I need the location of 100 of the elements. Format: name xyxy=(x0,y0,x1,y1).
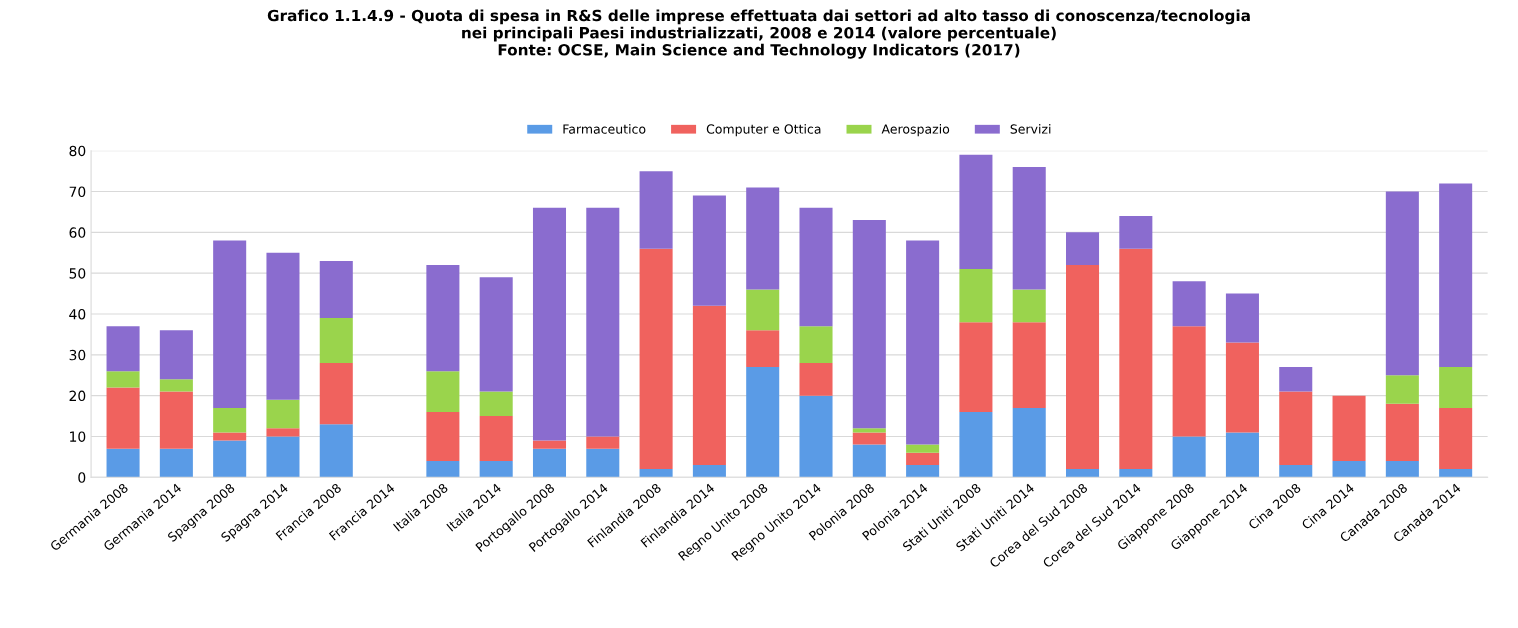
bar xyxy=(1119,248,1153,470)
bar xyxy=(799,326,833,363)
bar xyxy=(159,391,193,449)
bar xyxy=(1012,167,1046,290)
bar xyxy=(319,362,353,425)
bar xyxy=(426,371,460,412)
bar xyxy=(1332,460,1366,478)
bar xyxy=(852,432,886,445)
bar xyxy=(959,411,993,478)
bar xyxy=(159,379,193,392)
bar xyxy=(639,171,673,249)
bar xyxy=(532,448,567,478)
bar xyxy=(639,469,673,478)
bar xyxy=(106,448,140,478)
bar xyxy=(906,452,940,466)
bar xyxy=(906,444,940,453)
y-tick-label: 20 xyxy=(69,390,86,402)
bar xyxy=(1279,391,1313,466)
bar xyxy=(746,187,780,290)
bar xyxy=(1066,265,1100,470)
bar xyxy=(1172,281,1206,327)
bar xyxy=(213,440,247,478)
bar xyxy=(266,436,300,478)
bar xyxy=(106,326,140,372)
bar xyxy=(746,289,780,331)
bar xyxy=(532,207,567,441)
chart-title: Grafico 1.1.4.9 - Quota di spesa in R&S delle imprese effettuata dai settori ad alto tasso di conoscenza/tecnologia nei principali Paesi industrializzati, 2008 e 2014 (valore percentuale) Fonte: OCSE, Main Science and Technology Indicators (2017) xyxy=(267,9,1250,59)
bar xyxy=(532,440,567,449)
bar xyxy=(959,154,993,270)
bar xyxy=(1439,183,1473,368)
bar xyxy=(1012,289,1046,323)
bar xyxy=(906,465,940,478)
bar xyxy=(746,330,780,368)
bar xyxy=(479,460,513,478)
bar xyxy=(1066,469,1100,478)
bar xyxy=(1225,293,1259,343)
bar xyxy=(692,305,726,466)
bar xyxy=(1225,342,1259,433)
bar xyxy=(1119,469,1153,478)
bar xyxy=(213,432,247,441)
bar xyxy=(639,248,673,470)
bar xyxy=(319,424,353,478)
bar xyxy=(586,207,620,437)
bar xyxy=(479,391,513,417)
bar xyxy=(692,465,726,478)
y-tick-label: 70 xyxy=(69,186,86,198)
bar xyxy=(1279,465,1313,478)
y-tick-label: 10 xyxy=(70,431,86,442)
bar xyxy=(1332,395,1366,461)
bar xyxy=(959,322,993,412)
y-tick-label: 30 xyxy=(69,349,86,361)
bar xyxy=(799,395,833,478)
bar xyxy=(1385,375,1419,404)
bar xyxy=(1012,322,1046,408)
bar xyxy=(1439,469,1473,478)
bar xyxy=(1119,216,1153,249)
bar xyxy=(319,260,353,319)
bar xyxy=(213,240,247,408)
bar xyxy=(799,207,833,327)
y-tick-label: 60 xyxy=(69,227,86,238)
bar xyxy=(319,318,353,363)
bar xyxy=(266,399,300,429)
y-tick-label: 40 xyxy=(69,308,86,320)
bar xyxy=(426,411,460,461)
bar xyxy=(1385,460,1419,478)
legend-label: Aerospazio xyxy=(881,124,950,137)
bar xyxy=(852,444,886,478)
bar xyxy=(1279,367,1313,392)
bar xyxy=(1385,191,1419,376)
bar xyxy=(213,407,247,433)
bar xyxy=(106,371,140,388)
bar xyxy=(266,252,300,400)
bar xyxy=(906,240,940,445)
bar xyxy=(586,448,620,478)
legend-label: Farmaceutico xyxy=(563,124,646,134)
bar xyxy=(1066,232,1100,266)
bar xyxy=(1225,432,1259,478)
y-tick-label: 0 xyxy=(78,472,86,483)
bar xyxy=(1172,436,1206,478)
bar xyxy=(852,428,886,433)
bar xyxy=(959,269,993,323)
bar xyxy=(266,428,300,437)
bar xyxy=(1012,407,1046,478)
bar xyxy=(692,195,726,306)
bar xyxy=(586,436,620,449)
bar xyxy=(1172,326,1206,437)
bar xyxy=(159,330,193,380)
legend-label: Servizi xyxy=(1010,124,1051,134)
bar xyxy=(479,416,513,461)
bar xyxy=(426,265,460,372)
bar xyxy=(1439,367,1473,408)
bar xyxy=(852,220,886,429)
y-tick-label: 80 xyxy=(69,145,86,157)
y-tick-label: 50 xyxy=(69,268,86,279)
bar xyxy=(479,277,513,392)
legend-label: Computer e Ottica xyxy=(706,124,821,137)
bar xyxy=(159,448,193,478)
bar xyxy=(426,460,460,478)
bar xyxy=(1385,403,1419,461)
bar xyxy=(746,367,780,478)
